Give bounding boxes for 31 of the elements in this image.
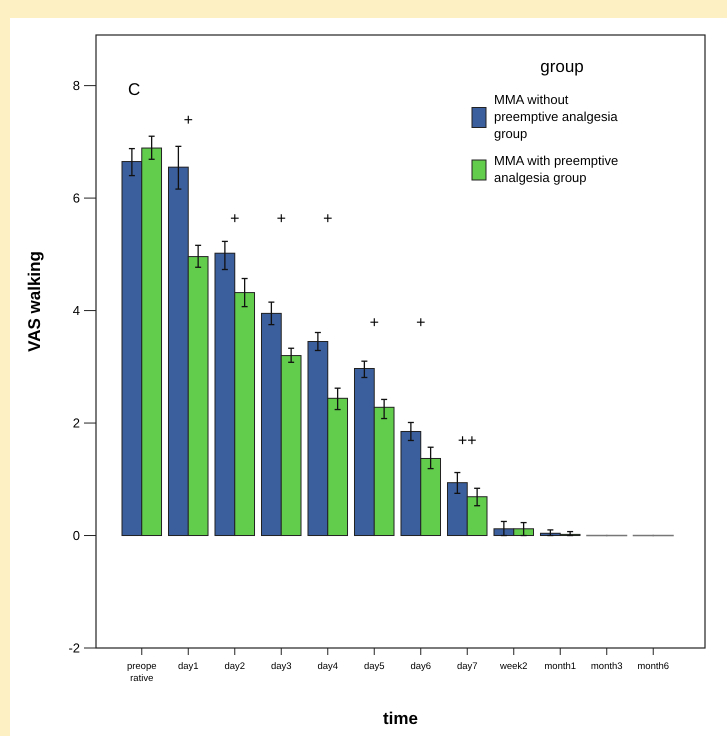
legend-label: MMA with preemptive analgesia group: [494, 153, 618, 185]
annotation: +: [184, 112, 193, 129]
x-tick-label: week2: [499, 661, 528, 672]
annotation: +: [416, 314, 426, 332]
annotation: ++: [458, 432, 477, 450]
annotation: +: [276, 210, 286, 228]
annotation: +: [323, 210, 332, 228]
legend-label: MMA without preemptive analgesia group: [494, 92, 618, 141]
x-tick-label: day7: [456, 661, 478, 672]
x-tick-label: day4: [317, 661, 338, 672]
x-tick-label: month6: [637, 661, 670, 672]
legend-title: group: [540, 57, 584, 76]
y-tick-label: 4: [72, 303, 80, 318]
y-axis-title: VAS walking: [25, 251, 44, 352]
x-tick-label: month1: [544, 661, 576, 672]
x-tick-label: day5: [364, 661, 385, 672]
y-tick-label: 6: [72, 190, 80, 206]
annotation: +: [230, 210, 240, 228]
annotation: C: [128, 80, 140, 99]
y-tick-label: 0: [72, 528, 80, 544]
y-tick-label: 8: [72, 78, 80, 94]
x-tick-label: preoperative: [126, 661, 157, 684]
annotation: +: [370, 314, 379, 332]
x-tick-label: day6: [410, 661, 432, 672]
x-axis-title: time: [383, 709, 418, 728]
x-tick-label: day2: [224, 661, 246, 672]
x-tick-label: month3: [590, 661, 623, 672]
x-tick-label: day3: [270, 661, 292, 672]
y-tick-label: -2: [68, 640, 80, 656]
x-tick-label: day1: [178, 661, 199, 672]
y-tick-label: 2: [72, 416, 80, 431]
